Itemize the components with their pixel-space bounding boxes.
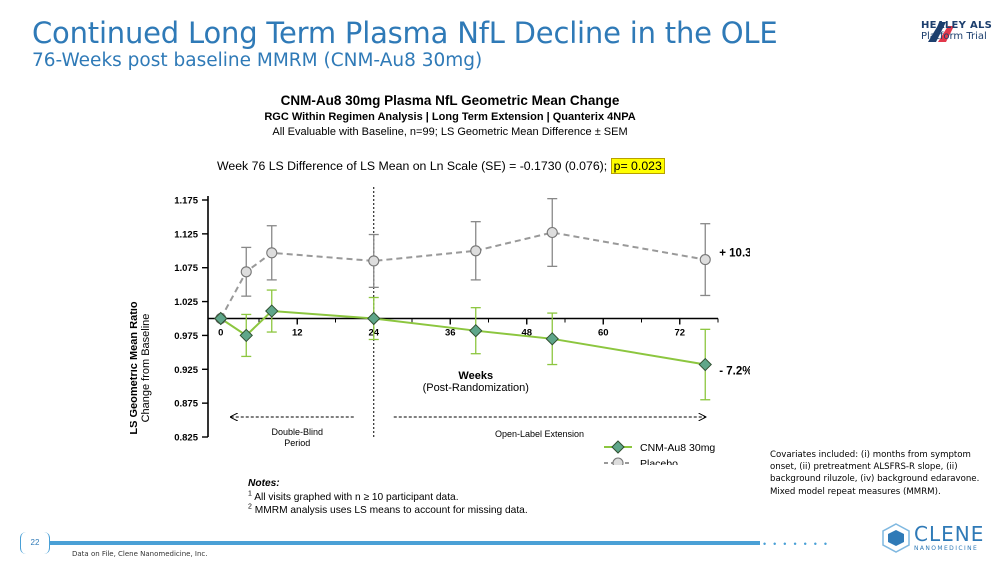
y-tick-label: 0.875 xyxy=(174,399,198,410)
footer-note: Data on File, Clene Nanomedicine, Inc. xyxy=(72,550,208,558)
data-point-placebo xyxy=(546,226,558,239)
x-tick-label: 60 xyxy=(598,328,609,339)
clene-logo-line1: CLENE xyxy=(914,522,985,546)
y-axis-label-2: Change from Baseline xyxy=(140,314,152,423)
slide-subtitle: 76-Weeks post baseline MMRM (CNM-Au8 30m… xyxy=(32,50,483,71)
note-1-text: All visits graphed with n ≥ 10 participa… xyxy=(254,491,459,503)
period-label: Double-Blind xyxy=(271,427,323,437)
y-tick-label: 0.825 xyxy=(174,433,198,444)
y-axis-title: LS Geometric Mean Ratio Change from Base… xyxy=(130,301,152,435)
data-point-placebo xyxy=(699,254,711,266)
legend-marker-placebo xyxy=(612,457,624,465)
data-point-cnm-au8 xyxy=(367,311,381,326)
clene-logo-line2: NANOMEDICINE xyxy=(914,545,979,552)
note-2-text: MMRM analysis uses LS means to account f… xyxy=(254,505,528,516)
footer-bar xyxy=(20,541,760,545)
series-annotation: + 10.3% xyxy=(719,248,750,260)
chart-subtitle: RGC Within Regimen Analysis | Long Term … xyxy=(264,111,636,123)
y-tick-label: 1.025 xyxy=(174,297,198,308)
healey-logo-line1: HEALEY ALS xyxy=(921,20,993,31)
y-tick-label: 0.975 xyxy=(174,331,198,342)
footer-dots: ••••••• xyxy=(763,539,835,549)
healey-logo-icon xyxy=(928,22,954,42)
period-label: Period xyxy=(284,438,310,448)
healey-logo: HEALEY ALS Platform Trial xyxy=(921,20,992,42)
data-point-cnm-au8 xyxy=(214,311,228,326)
chart-title: CNM-Au8 30mg Plasma NfL Geometric Mean C… xyxy=(280,93,620,108)
slide-title: Continued Long Term Plasma NfL Decline i… xyxy=(32,16,778,50)
data-point-placebo xyxy=(240,266,252,278)
series-line-placebo xyxy=(219,231,706,319)
data-point-placebo xyxy=(266,247,278,259)
data-point-placebo xyxy=(368,255,380,267)
data-point-cnm-au8 xyxy=(265,304,279,318)
x-tick-label: 12 xyxy=(292,328,303,339)
data-point-cnm-au8 xyxy=(698,357,712,372)
week76-difference: Week 76 LS Difference of LS Mean on Ln S… xyxy=(217,158,665,174)
chart-subtitle-2: All Evaluable with Baseline, n=99; LS Ge… xyxy=(272,126,628,138)
clene-logo: CLENE NANOMEDICINE xyxy=(914,523,984,553)
legend-label: Placebo xyxy=(640,458,678,465)
data-point-cnm-au8 xyxy=(469,323,483,338)
data-point-cnm-au8 xyxy=(239,328,253,343)
clene-logo-icon xyxy=(882,523,910,553)
x-tick-label: 48 xyxy=(521,328,532,339)
x-tick-label: 0 xyxy=(218,328,223,339)
notes: Notes: 1 All visits graphed with n ≥ 10 … xyxy=(248,477,528,518)
notes-title: Notes: xyxy=(248,478,280,489)
covariates-note: Covariates included: (i) months from sym… xyxy=(770,450,980,497)
note-2: 2 MMRM analysis uses LS means to account… xyxy=(248,504,528,518)
x-axis-title: Weeks xyxy=(458,370,493,382)
y-axis-label: LS Geometric Mean Ratio xyxy=(130,301,140,435)
series-annotation: - 7.2% xyxy=(719,366,750,378)
p-value-badge: p= 0.023 xyxy=(610,158,665,174)
page-number: 22 xyxy=(20,532,50,554)
data-point-placebo xyxy=(470,245,482,257)
note-1: 1 All visits graphed with n ≥ 10 partici… xyxy=(248,490,528,505)
week76-text: Week 76 LS Difference of LS Mean on Ln S… xyxy=(217,159,608,173)
x-tick-label: 36 xyxy=(445,328,456,339)
y-tick-label: 1.075 xyxy=(174,263,198,274)
healey-logo-line2: Platform Trial xyxy=(921,31,987,42)
x-axis-subtitle: (Post-Randomization) xyxy=(423,382,529,394)
data-point-cnm-au8 xyxy=(545,332,559,346)
legend-label: CNM-Au8 30mg xyxy=(640,442,715,454)
legend-marker-cnm-au8 xyxy=(611,440,625,454)
period-label: Open-Label Extension xyxy=(495,429,584,439)
nfl-chart: LS Geometric Mean Ratio Change from Base… xyxy=(130,185,750,465)
note-1-number: 1 xyxy=(248,490,252,498)
x-tick-label: 72 xyxy=(674,328,685,339)
y-tick-label: 0.925 xyxy=(174,365,198,376)
y-tick-label: 1.125 xyxy=(174,229,198,240)
note-2-number: 2 xyxy=(248,503,252,511)
y-tick-label: 1.175 xyxy=(174,196,198,207)
